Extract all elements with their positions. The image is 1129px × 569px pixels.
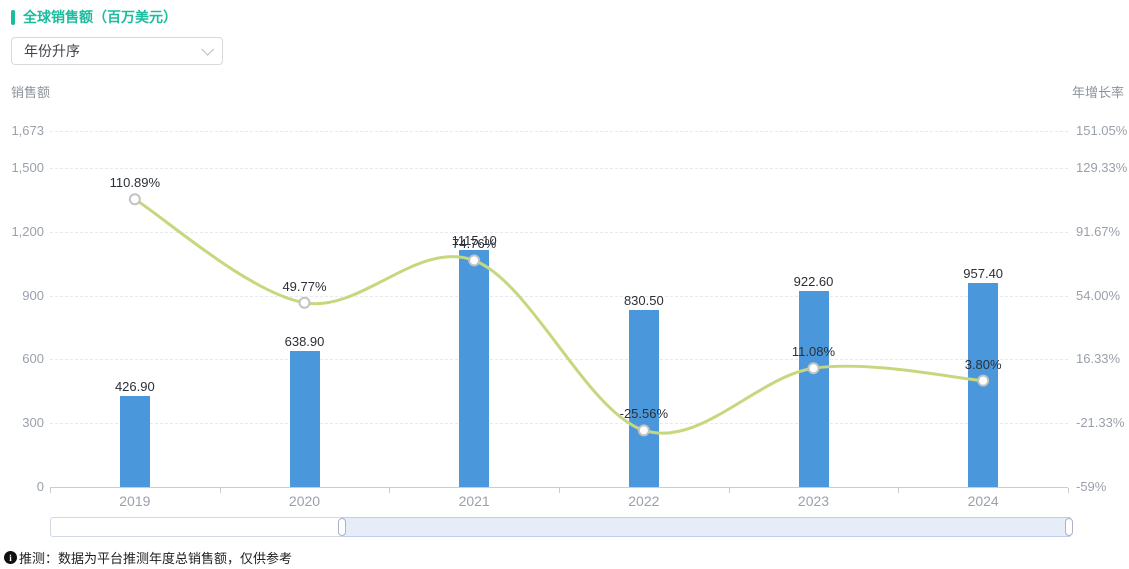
left-axis-tick-label: 1,200 [11, 223, 44, 239]
sales-bar[interactable] [119, 396, 150, 487]
x-axis-category-label: 2020 [288, 493, 321, 509]
title-accent-bar [11, 9, 15, 25]
gridline [50, 423, 1068, 425]
datazoom-selected-range[interactable] [341, 517, 1071, 537]
right-axis-tick-label: 129.33% [1076, 160, 1128, 175]
growth-rate-label: 110.89% [109, 175, 160, 191]
left-axis-tick-label: 900 [22, 287, 44, 303]
left-axis-tick-label: 0 [36, 479, 44, 494]
x-axis-category-label: 2021 [458, 493, 490, 509]
x-axis-tick [728, 488, 730, 493]
sales-bar[interactable] [289, 351, 320, 487]
x-axis-category-label: 2024 [967, 493, 999, 509]
gridline [50, 231, 1068, 233]
bar-value-label: 426.90 [114, 379, 155, 395]
x-axis-tick [389, 488, 391, 493]
x-axis-tick [559, 488, 560, 493]
growth-rate-label: 11.08% [791, 344, 836, 360]
left-axis-tick-label: 1,673 [11, 123, 44, 139]
x-axis-line [50, 487, 1068, 488]
info-icon: i [4, 551, 17, 564]
page-title: 全球销售额（百万美元） [23, 9, 177, 25]
growth-rate-point[interactable] [298, 296, 311, 309]
datazoom-slider-track[interactable] [50, 517, 1073, 537]
x-axis-category-label: 2022 [628, 493, 660, 509]
right-axis-tick-label: -59% [1076, 479, 1107, 494]
sales-bar[interactable] [798, 290, 829, 487]
right-axis-tick-label: 91.67% [1076, 223, 1121, 239]
datazoom-right-handle[interactable] [1065, 518, 1073, 536]
growth-rate-point[interactable] [128, 193, 141, 206]
left-axis-tick-label: 600 [22, 351, 44, 367]
left-axis-title: 销售额 [11, 85, 51, 100]
growth-rate-label: 74.76% [452, 236, 497, 252]
right-axis-tick-label: -21.33% [1076, 415, 1125, 431]
right-axis-tick-label: 16.33% [1076, 351, 1121, 367]
footnote: i 推测：数据为平台推测年度总销售额，仅供参考 [4, 548, 292, 567]
bar-value-label: 638.90 [284, 334, 325, 350]
right-axis-title: 年增长率 [1071, 85, 1124, 100]
bar-value-label: 957.40 [963, 266, 1004, 282]
gridline [50, 131, 1068, 133]
x-axis-tick [219, 488, 221, 493]
bar-value-label: 922.60 [793, 273, 834, 289]
header: 全球销售额（百万美元） [11, 7, 177, 27]
gridline [50, 168, 1068, 169]
bar-value-label: 830.50 [623, 293, 664, 309]
left-axis-tick-label: 1,500 [11, 160, 44, 175]
x-axis-category-label: 2019 [119, 493, 151, 509]
sales-bar[interactable] [968, 283, 999, 487]
growth-rate-label: 49.77% [282, 278, 327, 294]
right-axis-tick-label: 54.00% [1076, 287, 1121, 303]
datazoom-left-handle[interactable] [337, 518, 346, 536]
sort-order-dropdown[interactable]: 年份升序 [11, 37, 223, 65]
growth-rate-label: 3.80% [964, 356, 1002, 372]
x-axis-tick [50, 488, 51, 493]
growth-rate-line [134, 197, 984, 435]
right-axis-tick-label: 151.05% [1076, 123, 1128, 139]
footnote-text: 推测：数据为平台推测年度总销售额，仅供参考 [19, 551, 293, 566]
x-axis-tick [898, 488, 900, 493]
x-axis-tick [1068, 488, 1069, 493]
sort-order-value: 年份升序 [24, 43, 80, 59]
left-axis-tick-label: 300 [22, 415, 44, 431]
gridline [50, 295, 1068, 297]
gridline [50, 359, 1068, 361]
x-axis-category-label: 2023 [797, 493, 830, 509]
growth-rate-label: -25.56% [619, 406, 669, 422]
sales-bar[interactable] [628, 310, 659, 487]
sales-bar[interactable] [459, 249, 490, 487]
